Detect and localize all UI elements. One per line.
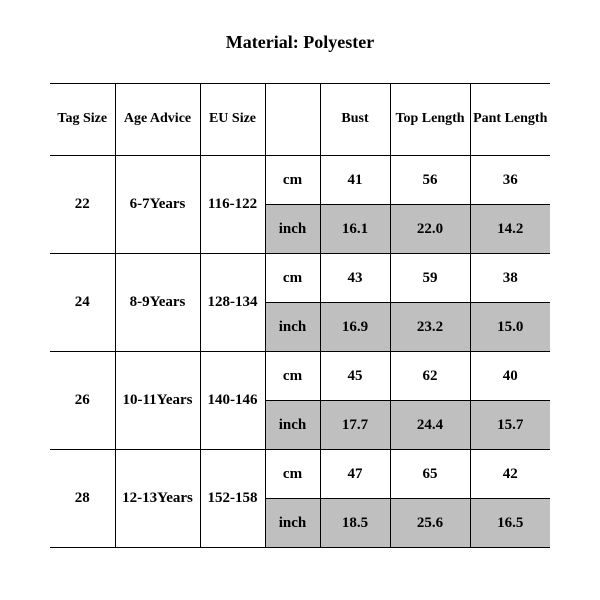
table-row: 22 6-7Years 116-122 cm 41 56 36: [50, 156, 550, 205]
cell-pant-cm: 40: [470, 352, 550, 401]
page-title: Material: Polyester: [50, 32, 550, 53]
cell-tag: 24: [50, 254, 115, 352]
cell-unit-cm: cm: [265, 450, 320, 499]
cell-top-cm: 56: [390, 156, 470, 205]
col-bust: Bust: [320, 84, 390, 156]
col-tag-size: Tag Size: [50, 84, 115, 156]
table-header-row: Tag Size Age Advice EU Size Bust Top Len…: [50, 84, 550, 156]
cell-pant-cm: 42: [470, 450, 550, 499]
cell-pant-inch: 15.7: [470, 401, 550, 450]
cell-unit-inch: inch: [265, 401, 320, 450]
cell-age: 6-7Years: [115, 156, 200, 254]
col-top-length: Top Length: [390, 84, 470, 156]
cell-pant-inch: 14.2: [470, 205, 550, 254]
cell-bust-cm: 45: [320, 352, 390, 401]
cell-eu: 152-158: [200, 450, 265, 548]
col-age-advice: Age Advice: [115, 84, 200, 156]
cell-tag: 28: [50, 450, 115, 548]
cell-unit-cm: cm: [265, 352, 320, 401]
cell-unit-inch: inch: [265, 499, 320, 548]
page: Material: Polyester Tag Size Age Advice …: [0, 0, 600, 600]
cell-unit-cm: cm: [265, 254, 320, 303]
cell-age: 12-13Years: [115, 450, 200, 548]
cell-top-cm: 59: [390, 254, 470, 303]
cell-bust-cm: 47: [320, 450, 390, 499]
cell-top-inch: 24.4: [390, 401, 470, 450]
cell-pant-cm: 38: [470, 254, 550, 303]
cell-top-cm: 62: [390, 352, 470, 401]
cell-bust-inch: 16.9: [320, 303, 390, 352]
cell-pant-inch: 16.5: [470, 499, 550, 548]
cell-unit-cm: cm: [265, 156, 320, 205]
cell-top-inch: 25.6: [390, 499, 470, 548]
table-row: 28 12-13Years 152-158 cm 47 65 42: [50, 450, 550, 499]
cell-bust-inch: 18.5: [320, 499, 390, 548]
cell-eu: 116-122: [200, 156, 265, 254]
cell-bust-cm: 41: [320, 156, 390, 205]
cell-eu: 140-146: [200, 352, 265, 450]
cell-unit-inch: inch: [265, 303, 320, 352]
cell-tag: 22: [50, 156, 115, 254]
col-unit: [265, 84, 320, 156]
table-row: 24 8-9Years 128-134 cm 43 59 38: [50, 254, 550, 303]
col-eu-size: EU Size: [200, 84, 265, 156]
table-row: 26 10-11Years 140-146 cm 45 62 40: [50, 352, 550, 401]
col-pant-length: Pant Length: [470, 84, 550, 156]
cell-top-inch: 22.0: [390, 205, 470, 254]
cell-bust-inch: 16.1: [320, 205, 390, 254]
cell-eu: 128-134: [200, 254, 265, 352]
cell-pant-cm: 36: [470, 156, 550, 205]
cell-pant-inch: 15.0: [470, 303, 550, 352]
cell-age: 8-9Years: [115, 254, 200, 352]
cell-tag: 26: [50, 352, 115, 450]
cell-bust-cm: 43: [320, 254, 390, 303]
cell-top-inch: 23.2: [390, 303, 470, 352]
cell-unit-inch: inch: [265, 205, 320, 254]
size-table: Tag Size Age Advice EU Size Bust Top Len…: [50, 83, 550, 548]
cell-bust-inch: 17.7: [320, 401, 390, 450]
cell-top-cm: 65: [390, 450, 470, 499]
cell-age: 10-11Years: [115, 352, 200, 450]
